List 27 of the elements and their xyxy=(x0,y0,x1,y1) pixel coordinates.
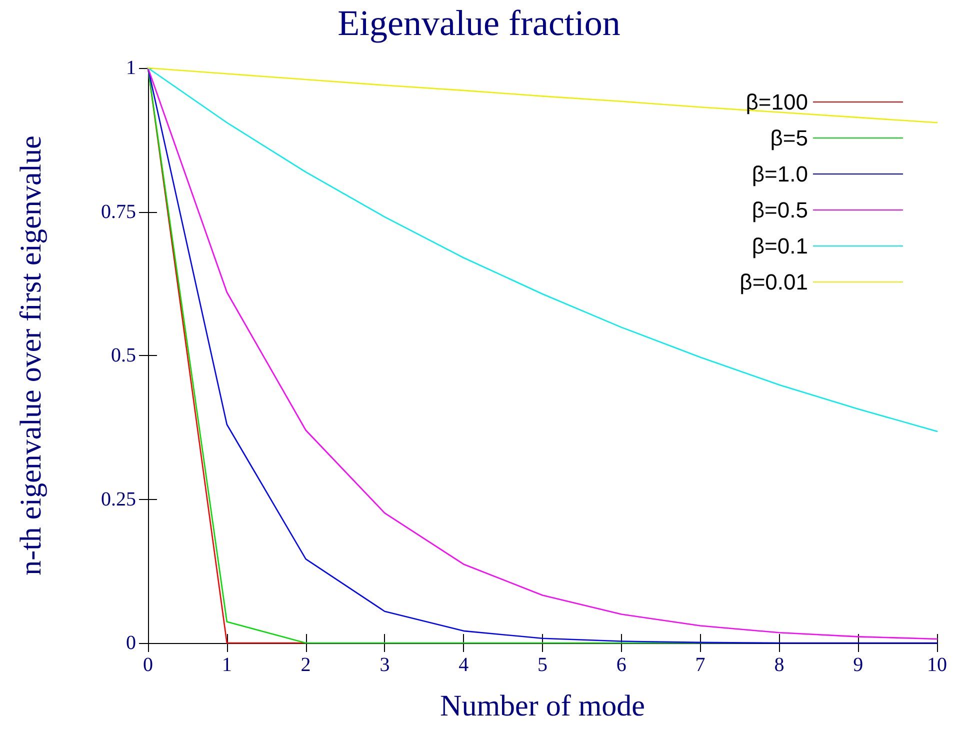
x-tick-label: 9 xyxy=(853,654,864,676)
x-tick-label: 0 xyxy=(143,654,153,676)
x-tick-label: 1 xyxy=(222,654,232,676)
line-series xyxy=(147,67,938,432)
y-axis-title: n-th eigenvalue over first eigenvalue xyxy=(14,136,48,576)
y-tick-label: 1 xyxy=(126,57,136,79)
x-tick-label: 6 xyxy=(616,654,626,676)
x-tick-label: 3 xyxy=(380,654,390,676)
line-series xyxy=(147,67,938,124)
x-tick-label: 2 xyxy=(300,654,311,676)
chart-title: Eigenvalue fraction xyxy=(338,3,620,43)
x-axis-title: Number of mode xyxy=(440,690,645,722)
x-tick-label: 5 xyxy=(538,654,548,676)
y-tick-label: 0.75 xyxy=(101,200,136,223)
x-tick-label: 4 xyxy=(458,654,469,676)
y-tick-label: 0.25 xyxy=(101,488,136,510)
y-tick-label: 0.5 xyxy=(111,344,136,366)
x-tick-label: 10 xyxy=(927,654,947,676)
legend-label: β=5 xyxy=(770,126,808,150)
x-tick-label: 7 xyxy=(695,654,706,676)
x-tick-label: 8 xyxy=(774,654,784,676)
legend-label: β=0.5 xyxy=(752,198,808,222)
legend-label: β=1.0 xyxy=(752,162,808,186)
y-tick-label: 0 xyxy=(126,632,136,654)
legend-label: β=100 xyxy=(746,90,808,114)
legend-label: β=0.1 xyxy=(752,234,808,258)
legend-label: β=0.01 xyxy=(740,270,808,294)
